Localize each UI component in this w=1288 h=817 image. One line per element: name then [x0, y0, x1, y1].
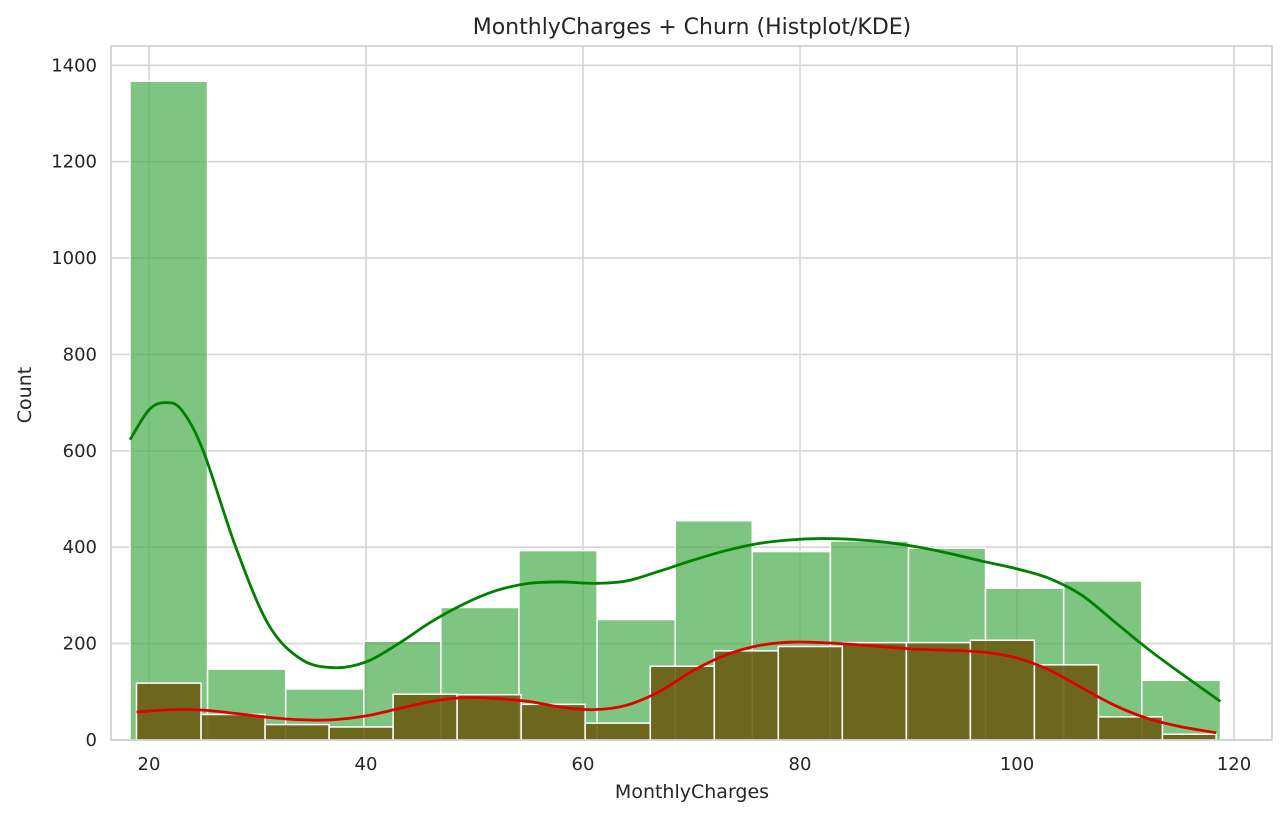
y-axis-label: Count: [14, 367, 36, 423]
x-tick-label: 100: [1000, 754, 1034, 775]
y-tick-label: 400: [63, 537, 97, 558]
plot-frame: [110, 45, 1273, 741]
churn-bar: [713, 650, 780, 741]
y-tick-label: 800: [63, 344, 97, 365]
grid-lines: [111, 46, 1272, 741]
x-tick-label: 20: [138, 754, 161, 775]
kde-lines: [128, 401, 1222, 735]
x-tick-labels: 20 40 60 80 100 120: [138, 754, 1252, 775]
x-tick-label: 80: [789, 754, 812, 775]
churn-bar: [1161, 733, 1217, 741]
no-churn-kde-line: [128, 401, 1222, 703]
churn-bar: [520, 703, 586, 741]
churn-bar: [392, 693, 458, 741]
churn-kde-line: [136, 640, 1217, 735]
churn-bar: [1033, 664, 1100, 741]
churn-bar: [456, 693, 522, 741]
churn-bar: [584, 722, 652, 741]
churn-bar: [200, 713, 266, 741]
x-axis-label: MonthlyCharges: [615, 781, 769, 803]
churn-bar: [328, 726, 394, 741]
y-tick-label: 1000: [51, 248, 97, 269]
y-tick-label: 1400: [51, 55, 97, 76]
churn-bar: [905, 641, 972, 741]
y-tick-label: 1200: [51, 152, 97, 173]
churn-bar: [264, 723, 330, 741]
x-tick-label: 40: [355, 754, 378, 775]
churn-bars: [135, 639, 1217, 741]
churn-bar: [777, 645, 844, 741]
y-tick-label: 200: [63, 634, 97, 655]
chart-title: MonthlyCharges + Churn (Histplot/KDE): [473, 15, 912, 40]
y-tick-label: 0: [86, 730, 97, 751]
y-tick-label: 600: [63, 441, 97, 462]
y-tick-labels: 0 200 400 600 800 1000 1200 1400: [51, 55, 97, 751]
churn-bar: [841, 641, 908, 741]
churn-bar: [969, 639, 1036, 741]
no-churn-bar: [129, 80, 209, 741]
x-tick-label: 120: [1217, 754, 1251, 775]
x-tick-label: 60: [572, 754, 595, 775]
